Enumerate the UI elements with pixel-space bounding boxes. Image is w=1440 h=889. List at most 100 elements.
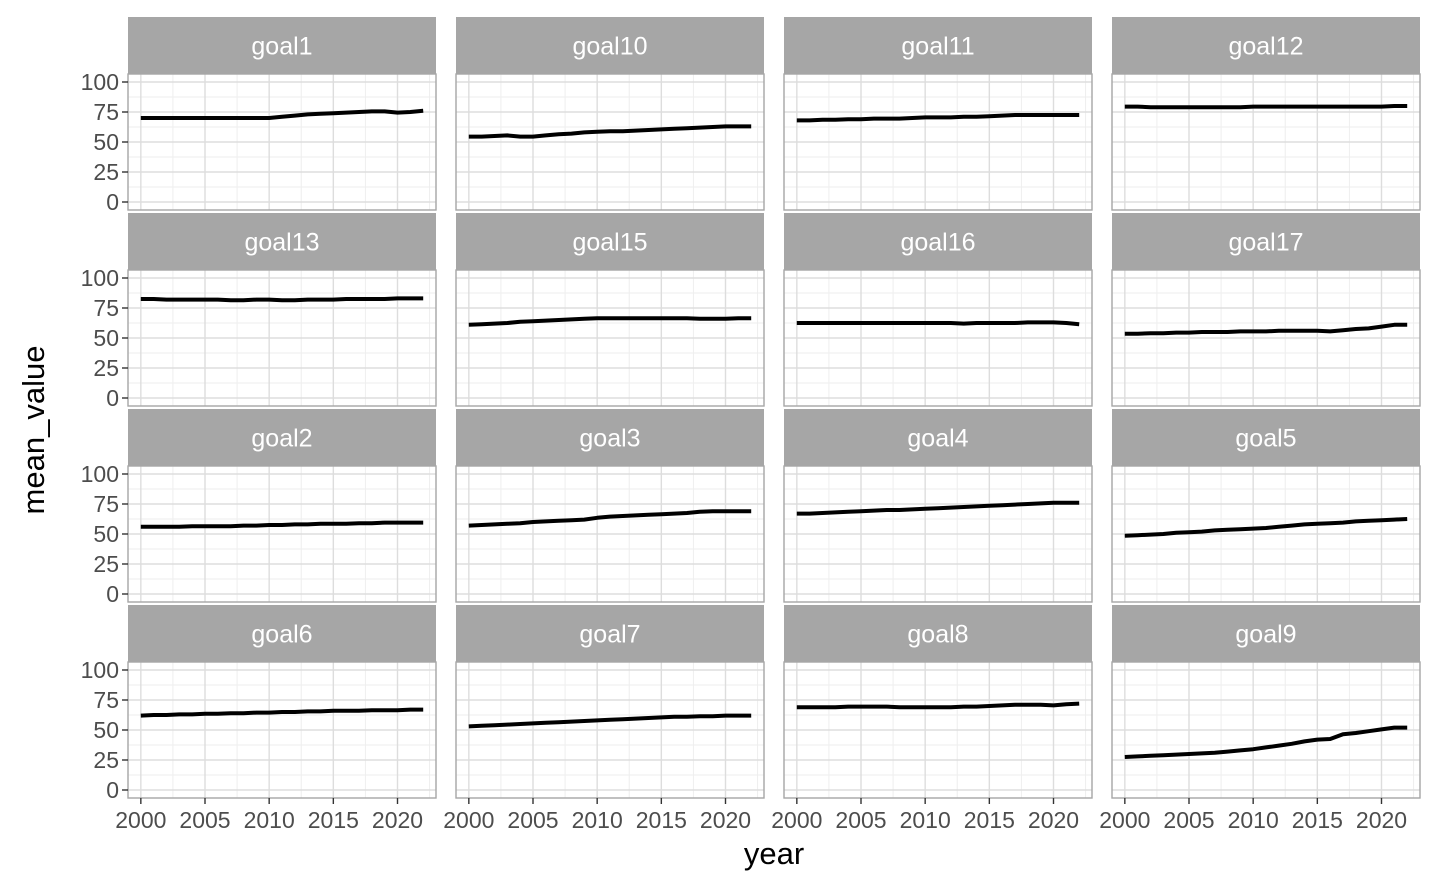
panel-border — [783, 661, 1093, 799]
y-tick-label: 75 — [93, 687, 119, 713]
facet-goal6: goal6 0 25 50 75 100 2000 2005 2010 2015 2020 — [81, 605, 437, 833]
series-line — [468, 124, 752, 139]
facet-strip-label: goal4 — [907, 425, 968, 453]
y-tick-label: 25 — [93, 159, 119, 185]
facet-strip-label: goal13 — [244, 229, 319, 257]
facet-strip-label: goal17 — [1228, 229, 1303, 257]
x-tick-label: 2005 — [835, 807, 886, 833]
facet-strip-label: goal2 — [251, 425, 312, 453]
facet-strip-label: goal8 — [907, 621, 968, 649]
facet-strip — [456, 409, 764, 466]
facet-goal3: goal3 — [455, 409, 765, 603]
facet-goal10: goal10 — [455, 17, 765, 211]
series-line — [140, 707, 424, 718]
facet-goal11: goal11 — [783, 17, 1093, 211]
facet-strip — [456, 605, 764, 662]
facet-goal16: goal16 — [783, 213, 1093, 407]
facet-goal4: goal4 — [783, 409, 1093, 603]
x-tick-label: 2020 — [372, 807, 423, 833]
y-tick-label: 0 — [106, 385, 119, 411]
y-tick-label: 75 — [93, 99, 119, 125]
x-tick-label: 2020 — [1356, 807, 1407, 833]
panel-border — [783, 465, 1093, 603]
panel-border — [455, 269, 765, 407]
facet-strip-label: goal15 — [572, 229, 647, 257]
y-tick-label: 50 — [93, 717, 119, 743]
series-line — [140, 296, 424, 303]
facet-strip — [456, 213, 764, 270]
facet-strip-label: goal11 — [901, 33, 974, 61]
facet-goal7: goal7 2000 2005 2010 2015 2020 — [443, 605, 765, 833]
x-tick-label: 2010 — [572, 807, 623, 833]
x-tick-label: 2010 — [900, 807, 951, 833]
panel-border — [783, 269, 1093, 407]
series-line — [1124, 517, 1408, 538]
panel-border — [1111, 269, 1421, 407]
facet-goal9: goal9 2000 2005 2010 2015 2020 — [1099, 605, 1421, 833]
facet-goal1: goal1 0 25 50 75 100 — [81, 17, 437, 215]
y-tick-label: 100 — [81, 69, 119, 95]
facet-goal13: goal13 0 25 50 75 100 — [81, 213, 437, 411]
x-tick-label: 2015 — [964, 807, 1015, 833]
y-tick-label: 50 — [93, 129, 119, 155]
facet-strip — [784, 213, 1092, 270]
x-tick-label: 2000 — [443, 807, 494, 833]
y-tick-label: 100 — [81, 461, 119, 487]
y-tick-label: 75 — [93, 491, 119, 517]
x-tick-label: 2005 — [1163, 807, 1214, 833]
x-tick-label: 2010 — [1228, 807, 1279, 833]
facet-strip — [1112, 605, 1420, 662]
facet-strip — [128, 213, 436, 270]
y-tick-label: 0 — [106, 189, 119, 215]
panel-border — [1111, 465, 1421, 603]
panel-border — [1111, 661, 1421, 799]
panel-border — [455, 661, 765, 799]
facet-goal12: goal12 — [1111, 17, 1421, 211]
panel-border — [455, 73, 765, 211]
y-tick-label: 100 — [81, 657, 119, 683]
facet-goal2: goal2 0 25 50 75 100 — [81, 409, 437, 607]
facet-goal5: goal5 — [1111, 409, 1421, 603]
facet-strip — [456, 17, 764, 74]
x-tick-label: 2020 — [700, 807, 751, 833]
x-tick-label: 2020 — [1028, 807, 1079, 833]
y-tick-label: 50 — [93, 521, 119, 547]
x-tick-label: 2015 — [1292, 807, 1343, 833]
facet-strip-label: goal7 — [579, 621, 640, 649]
panel-border — [783, 73, 1093, 211]
x-tick-label: 2010 — [244, 807, 295, 833]
facet-strip-label: goal6 — [251, 621, 312, 649]
panel-border — [1111, 73, 1421, 211]
facet-strip-label: goal3 — [579, 425, 640, 453]
facet-strip — [784, 17, 1092, 74]
facet-strip-label: goal1 — [251, 33, 312, 61]
facet-strip-label: goal10 — [572, 33, 647, 61]
facet-strip — [128, 17, 436, 74]
y-tick-label: 25 — [93, 355, 119, 381]
y-axis-title: mean_value — [16, 346, 51, 515]
facet-goal8: goal8 2000 2005 2010 2015 2020 — [771, 605, 1093, 833]
y-tick-label: 25 — [93, 747, 119, 773]
series-line — [1124, 725, 1408, 759]
y-tick-label: 0 — [106, 581, 119, 607]
x-axis-title: year — [744, 836, 804, 871]
y-tick-label: 25 — [93, 551, 119, 577]
series-line — [140, 520, 424, 529]
facet-strip — [128, 605, 436, 662]
x-tick-label: 2005 — [507, 807, 558, 833]
y-tick-label: 50 — [93, 325, 119, 351]
facet-strip-label: goal16 — [900, 229, 975, 257]
facet-goal15: goal15 — [455, 213, 765, 407]
series-line — [468, 713, 752, 729]
facet-strip — [784, 409, 1092, 466]
series-line — [140, 108, 424, 120]
series-line — [1124, 322, 1408, 336]
series-line — [1124, 104, 1408, 110]
facet-goal17: goal17 — [1111, 213, 1421, 407]
x-tick-label: 2000 — [115, 807, 166, 833]
panel-border — [455, 465, 765, 603]
facet-strip-label: goal5 — [1235, 425, 1296, 453]
series-line — [796, 701, 1080, 710]
